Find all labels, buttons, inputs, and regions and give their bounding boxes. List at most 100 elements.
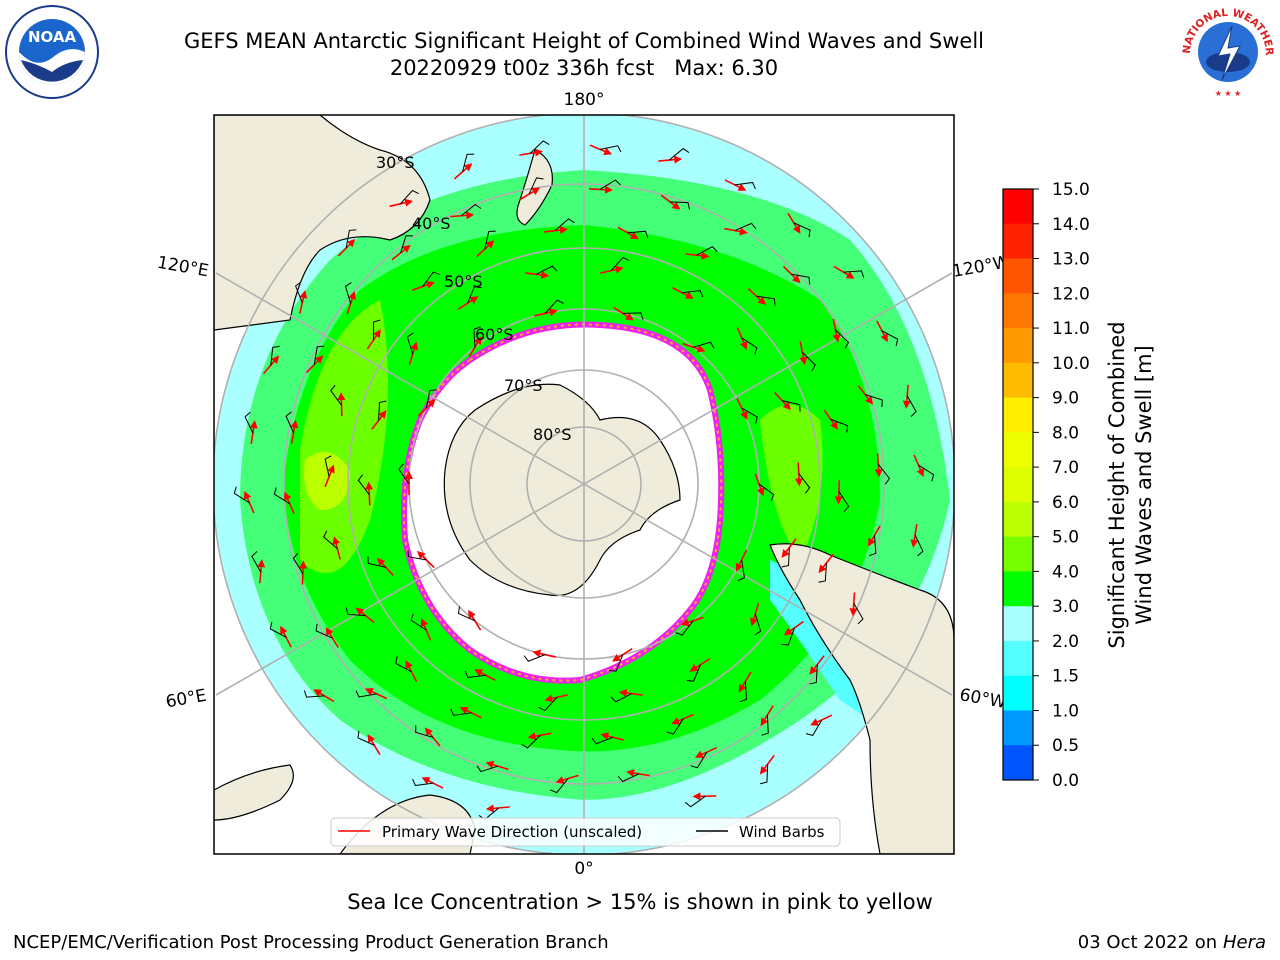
legend-wave-label: Primary Wave Direction (unscaled) [382, 823, 642, 841]
colorbar-tick-label: 0.5 [1052, 736, 1079, 756]
lat-label-50s: 50°S [444, 272, 483, 291]
wind-barb [754, 613, 762, 636]
lon-label-60e: 60°E [164, 686, 208, 713]
wind-barb [407, 549, 427, 561]
wind-barb [741, 337, 758, 355]
wind-barb [739, 681, 748, 703]
colorbar-tick-label: 14.0 [1052, 215, 1090, 235]
colorbar-segment [1003, 501, 1033, 538]
wind-barb [741, 407, 758, 424]
wave-direction-arrow [421, 777, 444, 789]
colorbar-segment [1003, 258, 1033, 294]
lon-label-180: 180° [564, 90, 605, 110]
lat-label-30s: 30°S [376, 153, 415, 172]
colorbar-segment [1003, 710, 1033, 746]
wind-barb [544, 299, 564, 314]
wave-direction-arrow [367, 734, 381, 756]
wind-barb [610, 693, 632, 703]
wave-direction-arrow [519, 148, 544, 157]
lon-label-120e: 120°E [156, 253, 210, 282]
wave-direction-arrow [589, 144, 613, 156]
colorbar-segment [1003, 189, 1033, 225]
wave-direction-arrow [613, 306, 634, 321]
wind-barb [398, 463, 410, 485]
colorbar-segment [1003, 467, 1033, 503]
wind-barb [608, 654, 624, 672]
wind-barb [345, 229, 357, 249]
wave-direction-arrow [405, 660, 418, 682]
colorbar-label-line1: Significant Height of Combined [1105, 321, 1129, 648]
wind-barb [818, 562, 827, 583]
wind-barb [805, 719, 823, 736]
wave-direction-arrow [299, 560, 308, 585]
wind-barb [781, 627, 795, 646]
wind-barb [462, 153, 475, 172]
wind-barb [295, 281, 303, 303]
wind-barb [914, 534, 924, 557]
colorbar-segment [1003, 397, 1033, 433]
australia [214, 115, 431, 331]
wind-barb [450, 708, 472, 716]
madagascar [214, 764, 294, 821]
wind-barb [233, 486, 250, 504]
max-value: Max: 6.30 [674, 56, 779, 80]
map-title: GEFS MEAN Antarctic Significant Height o… [183, 29, 985, 53]
run-info: 20220929 t00z 336h fcst [389, 56, 655, 80]
wind-barb [756, 295, 776, 306]
wind-barb [599, 179, 621, 190]
wave-direction-arrow [658, 155, 683, 164]
wind-barb [864, 394, 883, 408]
colorbar-ticks: 15.0 14.0 13.0 12.0 11.0 10.0 9.0 8.0 7.0 6.0 5.0 4… [1033, 180, 1090, 791]
wind-barb [315, 623, 333, 639]
wind-barb [809, 664, 818, 685]
colorbar-tick-label: 1.5 [1052, 667, 1079, 687]
wind-barb [843, 270, 865, 278]
wind-barb [521, 734, 541, 749]
footer-date-text: 03 Oct 2022 on [1077, 932, 1218, 953]
colorbar-segment [1003, 745, 1033, 781]
wind-barb [400, 235, 413, 254]
wave-direction-arrow [672, 287, 694, 299]
wind-barb [270, 345, 280, 366]
colorbar-tick-label: 6.0 [1052, 493, 1079, 513]
wind-barb [906, 395, 917, 417]
wind-barb [791, 273, 811, 285]
wave-direction-arrow [794, 462, 803, 487]
wind-barb [269, 621, 287, 638]
lat-label-70s: 70°S [504, 376, 543, 395]
wind-barb [323, 530, 338, 550]
wind-barb [666, 718, 684, 735]
wind-barb [838, 491, 850, 513]
wind-barb [684, 795, 706, 808]
wave-band-low-sa [770, 560, 870, 720]
wind-barb [737, 559, 745, 582]
wind-barb [467, 286, 482, 304]
legend: Primary Wave Direction (unscaled) Wind B… [330, 817, 841, 847]
colorbar-segment [1003, 571, 1033, 607]
wave-direction-arrow [534, 308, 558, 317]
wave-direction-arrow [902, 384, 911, 409]
lon-label-60w: 60°W [958, 685, 1008, 713]
colorbar-tick-label: 1.0 [1052, 701, 1079, 721]
noaa-logo: NOAA [5, 5, 99, 99]
colorbar-tick-label: 9.0 [1052, 389, 1079, 409]
colorbar-tick-label: 11.0 [1052, 319, 1090, 339]
colorbar-segment [1003, 362, 1033, 399]
wind-barb [830, 418, 848, 433]
wind-barb [600, 145, 622, 153]
wind-barb [473, 326, 481, 348]
wind-barb [344, 282, 352, 304]
colorbar-tick-label: 3.0 [1052, 597, 1079, 617]
wind-barb [457, 606, 476, 622]
colorbar-tick-label: 2.0 [1052, 632, 1079, 652]
colorbar-tick-label: 7.0 [1052, 458, 1079, 478]
wind-barb [869, 535, 877, 557]
wind-barb [251, 551, 262, 573]
wind-barb [324, 455, 332, 477]
legend-barb-label: Wind Barbs [739, 823, 825, 841]
colorbar-label-line2: Wind Waves and Swell [m] [1132, 345, 1156, 625]
wind-barb [918, 464, 935, 482]
noaa-logo-text: NOAA [28, 28, 77, 46]
wind-barb [686, 664, 701, 682]
